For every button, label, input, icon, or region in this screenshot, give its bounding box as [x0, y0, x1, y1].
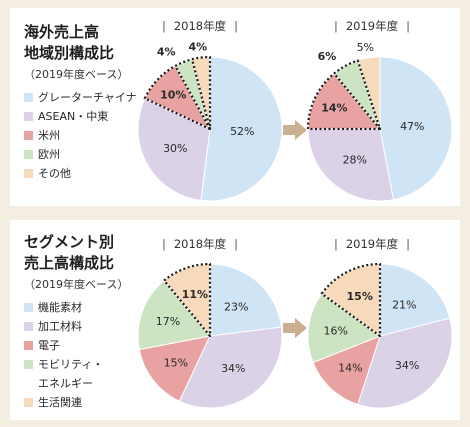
segment-2018-header: | 2018年度 | [161, 237, 239, 251]
region-pie-charts: 52% 30% 10% 4% 4% 47% 28% 14% 6% 5% [137, 41, 453, 202]
segment-2019-header: | 2019年度 | [333, 237, 411, 251]
segment-legend: 機能素材 加工材料 電子 モビリティ・ エネルギー 生活関連 [24, 298, 103, 412]
legend-item-europe: 欧州 [24, 145, 137, 164]
region-2018-highlight-divider [174, 65, 211, 130]
segment-2019-label: 2019年度 [345, 237, 399, 251]
legend-swatch [24, 360, 33, 369]
segment-2019-slice-label: 16% [323, 324, 347, 337]
region-2018-slice-1 [137, 97, 211, 201]
segment-2018-highlight-outline [163, 262, 212, 338]
legend-item-greater-china: グレーターチャイナ [24, 88, 137, 107]
segment-arrow-icon [283, 318, 307, 338]
region-2018-slice-label: 4% [188, 41, 207, 54]
segment-chart-panel: セグメント別 売上高構成比 （2019年度ベース） 機能素材 加工材料 電子 モ… [10, 220, 460, 420]
legend-label: グレーターチャイナ [38, 91, 137, 104]
legend-label: エネルギー [38, 377, 93, 390]
region-2019-slice-0 [379, 56, 453, 201]
legend-label: 生活関連 [38, 396, 82, 409]
legend-swatch [24, 322, 33, 331]
region-2018-slice-label: 4% [157, 46, 176, 59]
segment-2018-slice-label: 23% [224, 300, 248, 313]
legend-label: 機能素材 [38, 301, 82, 314]
region-2018-slice-label: 30% [163, 142, 187, 155]
legend-label: モビリティ・ [38, 358, 104, 371]
segment-2018-slice-label: 34% [221, 362, 245, 375]
legend-label: その他 [38, 167, 71, 180]
legend-label: 欧州 [38, 148, 60, 161]
region-title-line-1: 海外売上高 [24, 23, 100, 41]
segment-2018-slice-2 [138, 335, 211, 402]
legend-swatch [24, 93, 33, 102]
region-chart-subtitle: （2019年度ベース） [24, 68, 129, 81]
legend-label: 米州 [38, 129, 60, 142]
segment-title-line-1: セグメント別 [24, 233, 115, 251]
segment-2018-label: 2018年度 [173, 237, 227, 251]
legend-item-mobility-energy: モビリティ・ [24, 355, 103, 374]
legend-item-electronics: 電子 [24, 336, 103, 355]
legend-label: ASEAN・中東 [38, 110, 109, 123]
region-2019-slice-1 [307, 128, 395, 202]
legend-item-asean: ASEAN・中東 [24, 107, 137, 126]
legend-item-processed-materials: 加工材料 [24, 317, 103, 336]
segment-2019-slice-1 [357, 317, 453, 409]
legend-item-mobility-energy-line2: エネルギー [24, 374, 103, 393]
segment-title-line-2: 売上高構成比 [24, 254, 115, 272]
segment-2018-slice-0 [209, 263, 282, 337]
segment-chart-subtitle: （2019年度ベース） [24, 278, 129, 291]
legend-swatch [24, 398, 33, 407]
legend-label: 電子 [38, 339, 60, 352]
legend-item-lifestyle: 生活関連 [24, 393, 103, 412]
legend-swatch [24, 303, 33, 312]
region-2019-header: | 2019年度 | [333, 19, 411, 33]
legend-item-functional-materials: 機能素材 [24, 298, 103, 317]
segment-2019-slice-0 [379, 263, 451, 337]
region-chart-panel: 海外売上高 地域別構成比 （2019年度ベース） グレーターチャイナ ASEAN… [10, 8, 460, 206]
region-2019-slice-label: 14% [321, 102, 347, 115]
segment-2019-slice-label: 21% [392, 299, 416, 312]
segment-2019-slice-4 [321, 263, 381, 337]
legend-swatch [24, 131, 33, 140]
region-2018-slice-0 [200, 56, 283, 202]
region-2018-highlight-outline [143, 55, 212, 131]
legend-swatch [24, 150, 33, 159]
segment-2019-slice-3 [307, 292, 382, 364]
region-2019-label: 2019年度 [345, 19, 399, 33]
segment-2018-slice-label: 15% [164, 357, 188, 370]
region-arrow-icon [283, 120, 307, 140]
segment-chart-title: セグメント別 売上高構成比 [24, 232, 114, 274]
segment-2019-slice-label: 15% [347, 290, 373, 303]
legend-item-americas: 米州 [24, 126, 137, 145]
region-2018-highlight-divider [191, 58, 212, 130]
region-2019-highlight-divider [333, 72, 381, 130]
region-legend: グレーターチャイナ ASEAN・中東 米州 欧州 その他 [24, 88, 137, 183]
region-chart-title: 海外売上高 地域別構成比 [24, 22, 114, 64]
segment-2019-slice-2 [312, 335, 381, 406]
segment-2018-slice-label: 11% [182, 288, 208, 301]
legend-label: 加工材料 [38, 320, 82, 333]
legend-swatch [24, 112, 33, 121]
region-2019-slice-label: 47% [400, 120, 424, 133]
legend-swatch [24, 169, 33, 178]
region-2018-slice-label: 52% [230, 125, 254, 138]
segment-pie-charts: 23% 34% 15% 17% 11% 21% 34% 14% 16% 15% [137, 262, 453, 409]
segment-2018-slice-3 [137, 279, 211, 351]
region-2018-label: 2018年度 [173, 19, 227, 33]
region-title-line-2: 地域別構成比 [24, 44, 115, 62]
region-2019-slice-label: 5% [357, 41, 374, 54]
region-2018-slice-label: 10% [160, 89, 186, 102]
segment-2018-slice-label: 17% [156, 315, 180, 328]
segment-2019-slice-label: 34% [395, 359, 419, 372]
region-2019-slice-label: 6% [318, 50, 337, 63]
legend-swatch [24, 341, 33, 350]
segment-2019-slice-label: 14% [338, 362, 362, 375]
region-2019-highlight-outline [306, 59, 382, 131]
region-2018-header: | 2018年度 | [161, 19, 239, 33]
region-2019-slice-label: 28% [343, 154, 367, 167]
legend-item-other: その他 [24, 164, 137, 183]
